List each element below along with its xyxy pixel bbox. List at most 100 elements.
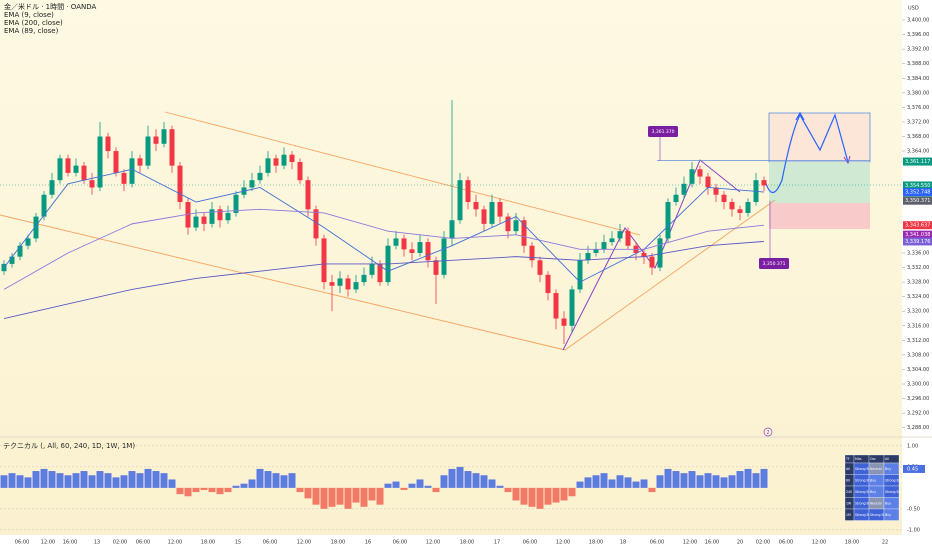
table-text: Neutral <box>870 501 882 505</box>
indicator-bar <box>384 483 392 488</box>
price-label: 3,341.038 <box>905 232 930 238</box>
candle-body <box>441 238 447 275</box>
indicator-bar <box>320 487 328 509</box>
y-tick-label: 3,396.00 <box>907 32 929 38</box>
table-text: 240 <box>846 490 852 494</box>
indicator-bar <box>184 487 192 497</box>
candle-body <box>161 129 167 144</box>
candle-body <box>449 220 455 239</box>
annotation-label: 3,350.371 <box>763 261 786 267</box>
indicator-bar <box>696 475 704 488</box>
candle-body <box>201 216 207 224</box>
candle-body <box>41 194 47 217</box>
x-tick-label: 18:00 <box>201 540 215 546</box>
table-text: Strong Buy <box>855 513 873 517</box>
candle-body <box>297 161 303 181</box>
candle-body <box>401 238 407 250</box>
indicator-bar <box>640 479 648 488</box>
candle-body <box>217 209 223 221</box>
candle-body <box>377 263 383 283</box>
candle-body <box>313 209 319 239</box>
table-text: Buy <box>885 501 891 505</box>
y-tick-label: 3,368.00 <box>907 134 929 140</box>
table-text: Strong Buy <box>855 467 873 471</box>
candle-body <box>433 260 439 275</box>
indicator-bar <box>0 475 8 488</box>
candle-body <box>177 165 183 203</box>
table-text: Buy <box>885 467 891 471</box>
alert-icon[interactable] <box>763 427 773 437</box>
candle-body <box>617 231 623 239</box>
annotation-label: 3,361.370 <box>652 129 675 135</box>
projection-arrow <box>795 111 805 121</box>
indicator-bar <box>600 473 608 488</box>
candle-body <box>345 278 351 290</box>
indicator-bar <box>296 487 304 493</box>
indicator-bar <box>120 475 128 488</box>
x-tick-label: 12:00 <box>426 540 440 546</box>
indicator-bar <box>536 487 544 509</box>
table-text: Strong Buy <box>855 501 873 505</box>
candle-body <box>497 202 503 217</box>
x-tick-label: 20 <box>737 540 743 546</box>
indicator-bar <box>440 475 448 488</box>
x-tick-label: 12:00 <box>41 540 55 546</box>
indicator-bar <box>160 473 168 488</box>
candle-body <box>553 293 559 319</box>
indicator-bar <box>712 475 720 488</box>
indicator-bar <box>608 479 616 488</box>
channel-upper <box>164 111 641 236</box>
indicator-bar <box>544 487 552 505</box>
candle-body <box>369 263 375 275</box>
table-text: Buy <box>870 478 876 482</box>
indicator-bar <box>376 487 384 505</box>
indicator-bar <box>312 487 320 505</box>
candle-body <box>625 231 631 246</box>
candle-body <box>17 245 23 257</box>
table-text: Strong Buy <box>885 490 903 494</box>
x-tick-label: 06:00 <box>650 540 664 546</box>
x-tick-label: 16 <box>365 540 371 546</box>
candle-body <box>489 202 495 224</box>
indicator-bar <box>280 475 288 488</box>
candle-body <box>689 169 695 184</box>
candle-body <box>153 136 159 144</box>
last-value-box <box>903 464 925 473</box>
price-label: 3,350.371 <box>905 198 930 204</box>
indicator-bar <box>680 473 688 488</box>
time-axis-background <box>0 535 902 550</box>
indicator-bar <box>8 473 16 488</box>
table-text: Neutral <box>870 467 882 471</box>
indicator-bar <box>560 487 568 501</box>
y-tick-label: 3,332.00 <box>907 265 929 271</box>
indicator-bar <box>672 471 680 488</box>
indicator-bar <box>576 481 584 488</box>
price-label: 3,343.637 <box>905 223 930 229</box>
x-tick-label: 02:00 <box>756 540 770 546</box>
candle-body <box>593 249 599 253</box>
indicator-bar <box>568 487 576 497</box>
indicator-bar <box>648 487 656 493</box>
candle-body <box>9 256 15 264</box>
indicator-bar <box>304 487 312 499</box>
indicator-bar <box>480 475 488 488</box>
table-text: Strong Buy <box>855 490 873 494</box>
legend-entry: EMA (9, close) <box>4 11 54 19</box>
indicator-bar <box>216 487 224 495</box>
indicator-bar <box>744 468 752 488</box>
y-tick-label: 3,296.00 <box>907 396 929 402</box>
indicator-bar <box>64 475 72 488</box>
indicator-bar <box>40 468 48 488</box>
indicator-bar <box>224 487 232 493</box>
y-tick-label: 3,388.00 <box>907 61 929 67</box>
wave-path <box>562 159 741 351</box>
indicator-bar <box>264 471 272 488</box>
x-tick-label: 22 <box>882 540 888 546</box>
price-label-box <box>903 157 932 166</box>
candle-body <box>425 242 431 261</box>
candle-body <box>473 202 479 210</box>
table-text: 1M <box>846 513 851 517</box>
indicator-bar <box>248 479 256 488</box>
indicator-bar <box>664 468 672 488</box>
